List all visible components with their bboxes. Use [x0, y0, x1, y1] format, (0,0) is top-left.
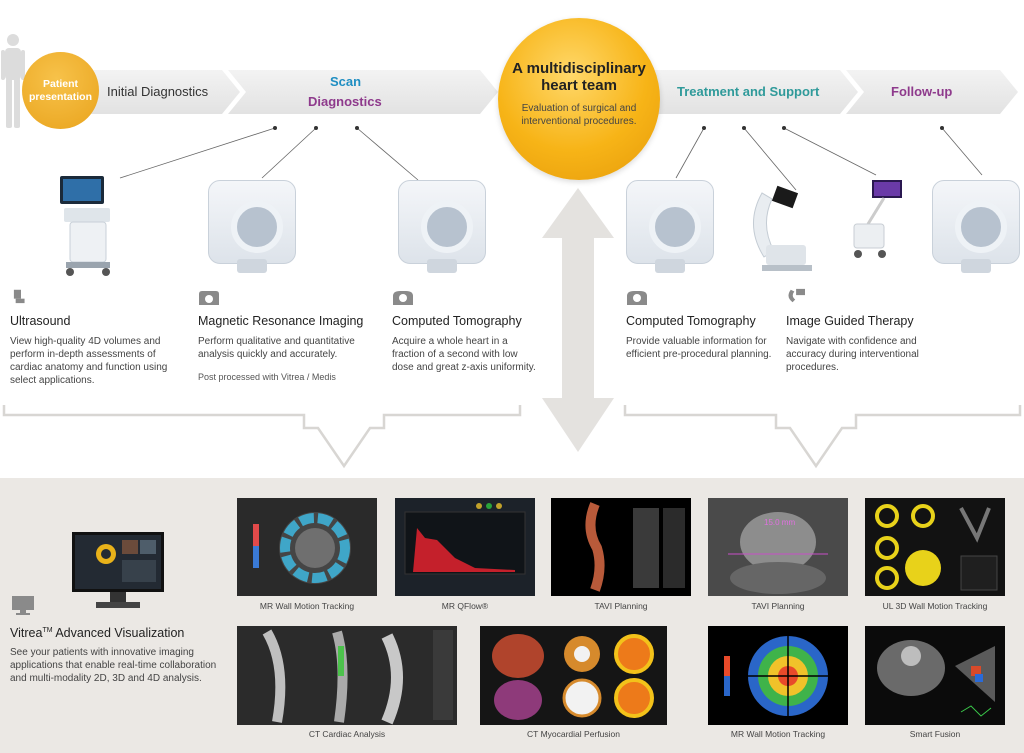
thumb-ul-3d-wall-motion: [865, 498, 1005, 596]
igt-title: Image Guided Therapy: [786, 314, 914, 328]
caption-ct-cardiac-analysis: CT Cardiac Analysis: [308, 729, 386, 739]
caption-tavi-planning-1: TAVI Planning: [594, 601, 648, 611]
caption-ct-myocardial-perfusion: CT Myocardial Perfusion: [527, 729, 620, 739]
ct-treatment-description: Provide valuable information for efficie…: [626, 336, 772, 360]
monitor-cart-image: [853, 180, 902, 258]
follow-up-label: Follow-up: [891, 84, 953, 99]
caption-mr-qflow: MR QFlow®: [441, 601, 489, 611]
thumb-mr-wall-motion-bullseye: [708, 626, 848, 725]
vertical-double-arrow: [542, 188, 614, 452]
connector-lines: [119, 127, 983, 191]
treatment-arrow: [640, 70, 858, 114]
scan-label: Scan: [330, 74, 362, 89]
vitrea-title: VitreaTM Advanced Visualization: [10, 626, 184, 640]
mri-scanner-image: [208, 180, 296, 273]
mri-postprocess-note: Post processed with Vitrea / Medis: [198, 372, 336, 382]
left-bracket-arrow: [2, 405, 522, 469]
mri-icon: [199, 291, 219, 305]
hub-title: A multidisciplinary heart team: [512, 60, 646, 94]
thumb-mr-wall-motion: [237, 498, 377, 596]
right-bracket-arrow: [623, 405, 1022, 469]
treatment-support-label: Treatment and Support: [677, 84, 820, 99]
vitrea-description: See your patients with innovative imagin…: [10, 647, 217, 684]
hub-subtitle: Evaluation of surgical and interventiona…: [521, 103, 637, 127]
mri-scanner-followup-image: [932, 180, 1020, 273]
ultrasound-description: View high-quality 4D volumes and perform…: [10, 336, 168, 386]
ct-icon: [393, 291, 413, 305]
c-arm-system-image: [753, 185, 812, 271]
diagnostics-label: Diagnostics: [308, 94, 382, 109]
thumb-smart-fusion: [865, 626, 1005, 725]
caption-smart-fusion: Smart Fusion: [909, 729, 961, 739]
ultrasound-title: Ultrasound: [10, 314, 71, 328]
vitrea-trademark: TM: [42, 626, 53, 634]
vitrea-title-main: Vitrea: [10, 626, 43, 640]
scan-diagnostics-arrow: [228, 70, 498, 114]
thumb-tavi-planning-2: 15.0 mm: [708, 498, 848, 596]
workstation-monitor-image: [72, 532, 164, 608]
ct-scanner-treatment-image: [626, 180, 714, 273]
mri-title: Magnetic Resonance Imaging: [198, 314, 364, 328]
thumb-tavi-planning-1: [551, 498, 691, 596]
caption-mr-wall-motion-bullseye: MR Wall Motion Tracking: [730, 729, 826, 739]
patient-label: Patient presentation: [28, 78, 92, 103]
caption-tavi-planning-2: TAVI Planning: [751, 601, 805, 611]
ct-treatment-icon: [627, 291, 647, 305]
igt-icon: [788, 288, 805, 303]
human-figure-icon: [1, 34, 25, 128]
heart-team-hub: A multidisciplinary heart team Evaluatio…: [498, 18, 660, 180]
tavi-measurement: 15.0 mm: [764, 518, 796, 527]
igt-description: Navigate with confidence and accuracy du…: [786, 336, 919, 373]
patient-presentation-circle: Patient presentation: [22, 52, 99, 129]
ct-scanner-image: [398, 180, 486, 273]
ct-treatment-title: Computed Tomography: [626, 314, 756, 328]
caption-mr-wall-motion: MR Wall Motion Tracking: [259, 601, 355, 611]
monitor-icon: [12, 596, 34, 615]
thumb-mr-qflow: [395, 498, 535, 596]
caption-ul-3d-wall-motion: UL 3D Wall Motion Tracking: [882, 601, 988, 611]
mri-description: Perform qualitative and quantitative ana…: [198, 336, 355, 360]
ct-title: Computed Tomography: [392, 314, 522, 328]
initial-diagnostics-arrow: [60, 70, 240, 114]
initial-diagnostics-label: Initial Diagnostics: [107, 84, 209, 99]
ultrasound-machine-image: [60, 176, 110, 276]
vitrea-title-rest: Advanced Visualization: [52, 626, 185, 640]
followup-arrow: [846, 70, 1018, 114]
thumb-ct-myocardial-perfusion: [480, 626, 667, 725]
process-flow-arrows: [1, 34, 1022, 469]
ct-description: Acquire a whole heart in a fraction of a…: [392, 336, 536, 373]
ultrasound-icon: [13, 289, 25, 304]
thumb-ct-cardiac-analysis: [237, 626, 457, 725]
